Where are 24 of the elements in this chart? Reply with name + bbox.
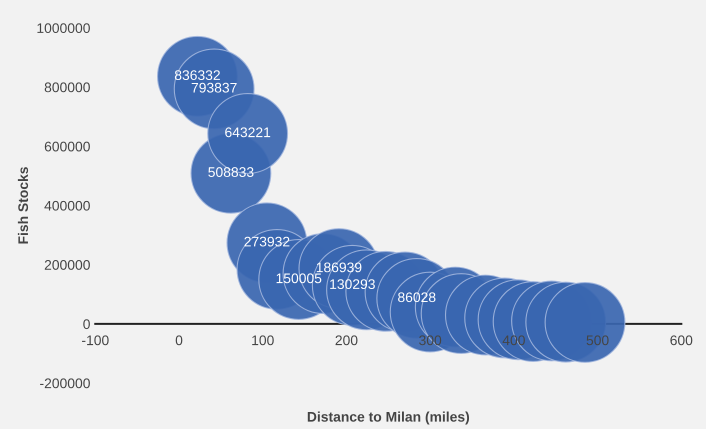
data-label: 836332 xyxy=(174,70,220,80)
x-tick-label: 0 xyxy=(176,335,182,346)
data-label: 508833 xyxy=(208,167,254,178)
data-label: 643221 xyxy=(225,127,270,138)
data-label: 150005 xyxy=(276,273,322,284)
data-label: 273932 xyxy=(244,236,290,247)
y-tick-label: -200000 xyxy=(40,378,90,388)
data-label: 86028 xyxy=(398,292,436,302)
x-tick-label: 200 xyxy=(336,335,358,346)
x-tick-label: 500 xyxy=(586,335,609,346)
data-label: 130293 xyxy=(330,279,375,290)
x-axis-title: Distance to Milan (miles) xyxy=(308,412,470,424)
data-label: 793837 xyxy=(192,82,237,93)
y-tick-label: 0 xyxy=(83,319,90,330)
y-tick-label: 600000 xyxy=(44,142,90,152)
y-tick-label: 1000000 xyxy=(37,23,90,34)
x-tick-label: -100 xyxy=(82,335,109,346)
y-axis-title: Fish Stocks xyxy=(18,167,28,244)
y-tick-label: 800000 xyxy=(44,82,90,92)
x-tick-label: 100 xyxy=(252,335,274,346)
y-tick-label: 400000 xyxy=(44,200,90,211)
data-label: 186939 xyxy=(316,262,362,272)
y-tick-label: 200000 xyxy=(44,260,90,270)
x-tick-label: 600 xyxy=(670,335,692,346)
